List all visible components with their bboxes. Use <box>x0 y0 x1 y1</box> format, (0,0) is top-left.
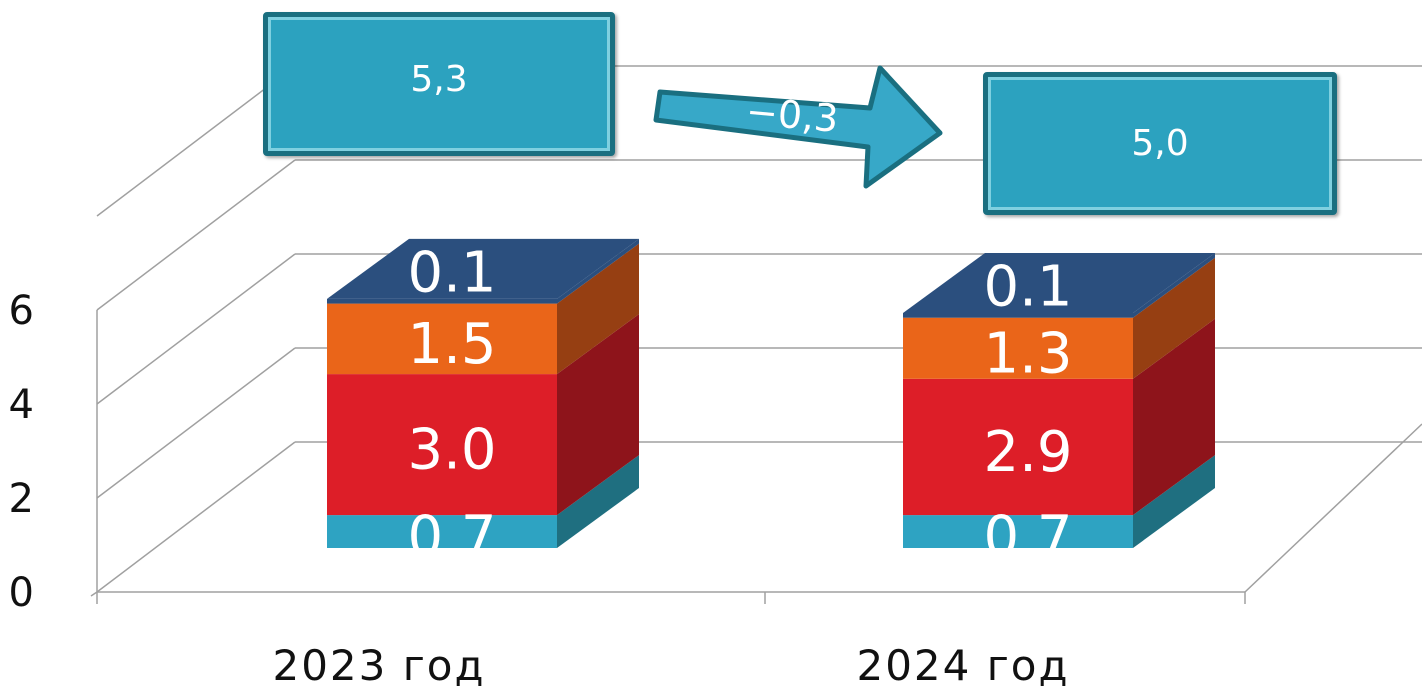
bar-segment-side <box>1133 257 1215 379</box>
gridline-depth <box>96 159 296 311</box>
total-2024-value: 5,0 <box>1131 123 1189 164</box>
bar-segment <box>327 303 557 375</box>
bar-segment <box>903 515 1133 548</box>
data-label: 2.9 <box>983 420 1072 485</box>
y-tick-label: 6 <box>9 288 34 334</box>
y-tick-label: 0 <box>9 570 34 616</box>
data-label: 0.7 <box>407 505 496 570</box>
total-2023-value: 5,3 <box>410 58 468 100</box>
y-tick-label: 4 <box>9 382 34 428</box>
bar-segment-side <box>557 243 639 375</box>
total-2023-callout: 5,3 <box>263 12 615 156</box>
bar-segment <box>327 515 557 548</box>
bar-segment <box>903 317 1133 379</box>
bar-segment <box>327 298 557 304</box>
change-label: −0,3 <box>744 89 840 141</box>
bar-stack <box>327 238 639 548</box>
gridline-depth <box>96 347 296 499</box>
y-tick-label: 2 <box>9 476 34 522</box>
bar-segment-side <box>1133 253 1215 318</box>
y-tick <box>90 591 98 597</box>
gridline-depth <box>96 65 296 217</box>
data-label: 3.0 <box>407 418 496 483</box>
bar-segment <box>327 374 557 516</box>
bar-segment-side <box>557 238 639 304</box>
total-2024-callout: 5,0 <box>983 72 1337 215</box>
change-arrow-icon <box>653 65 943 189</box>
gridline-depth <box>96 253 296 405</box>
bar-segment-side <box>1133 455 1215 548</box>
bar-segment <box>903 313 1133 318</box>
bar-top <box>903 253 1215 313</box>
x-category-label: 2024 год <box>856 641 1069 687</box>
floor-edge <box>1244 423 1422 593</box>
bar-segment <box>903 378 1133 516</box>
data-label: 0.1 <box>983 255 1072 320</box>
bar-segment-side <box>1133 318 1215 516</box>
bar-stack <box>903 253 1215 548</box>
bar-segment-side <box>557 455 639 548</box>
data-label: 0.1 <box>407 241 496 306</box>
bar-top <box>327 238 639 299</box>
x-category-label: 2023 год <box>272 641 485 687</box>
data-label: 1.3 <box>983 321 1072 386</box>
gridline-depth <box>96 441 296 593</box>
data-label: 0.7 <box>983 505 1072 570</box>
bar-segment-side <box>557 314 639 516</box>
data-label: 1.5 <box>407 312 496 377</box>
